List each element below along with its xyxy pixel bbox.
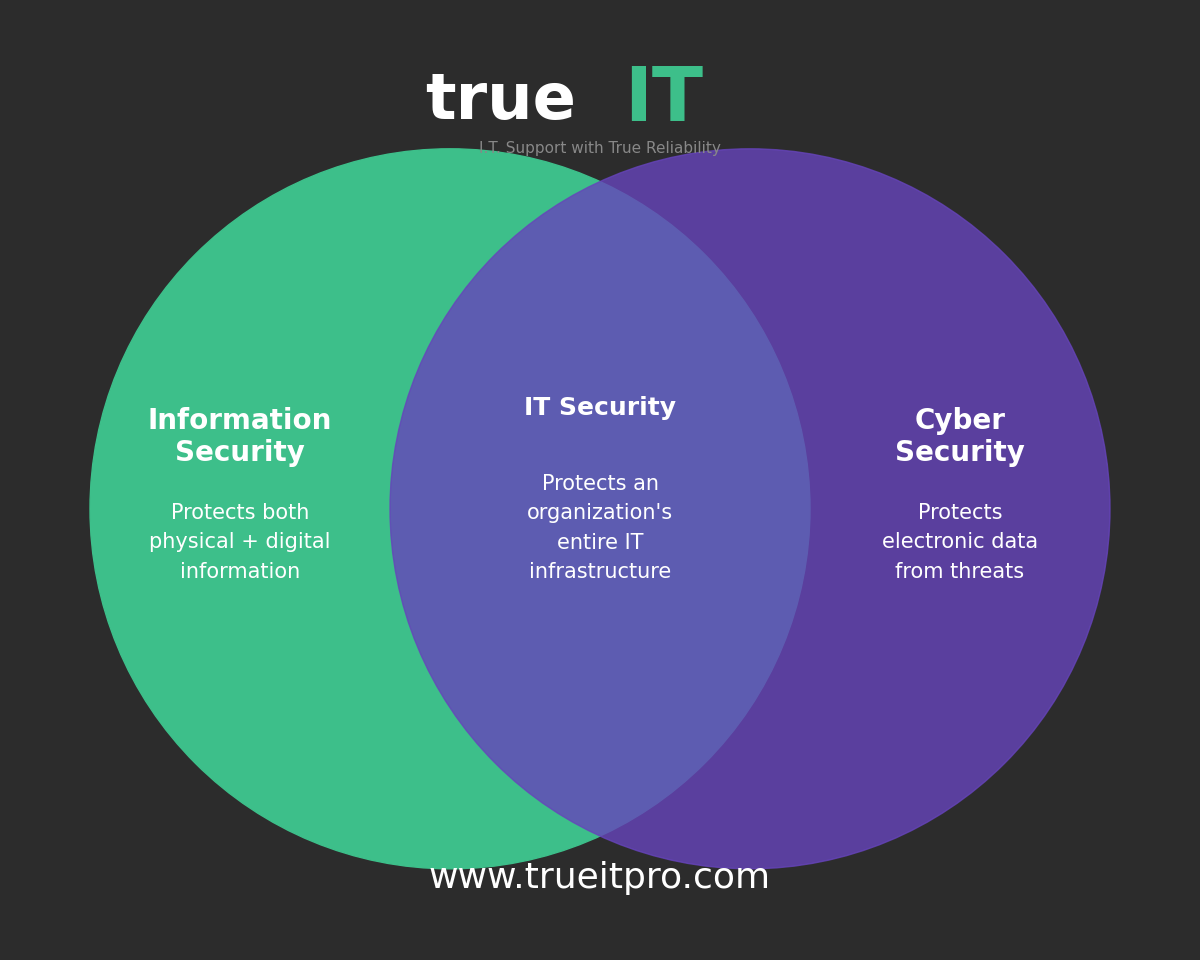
Text: true: true xyxy=(425,70,576,132)
Text: Protects both
physical + digital
information: Protects both physical + digital informa… xyxy=(149,503,331,582)
Text: Information
Security: Information Security xyxy=(148,407,332,467)
Text: IT Security: IT Security xyxy=(524,396,676,420)
Text: Protects
electronic data
from threats: Protects electronic data from threats xyxy=(882,503,1038,582)
Text: I.T. Support with True Reliability: I.T. Support with True Reliability xyxy=(479,141,721,156)
Text: Cyber
Security: Cyber Security xyxy=(895,407,1025,467)
Ellipse shape xyxy=(390,149,1110,869)
Ellipse shape xyxy=(90,149,810,869)
Text: www.trueitpro.com: www.trueitpro.com xyxy=(428,861,772,896)
Text: IT: IT xyxy=(624,64,703,137)
Text: Protects an
organization's
entire IT
infrastructure: Protects an organization's entire IT inf… xyxy=(527,473,673,583)
